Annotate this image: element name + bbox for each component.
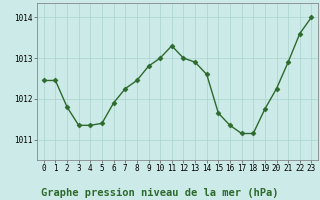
Text: Graphe pression niveau de la mer (hPa): Graphe pression niveau de la mer (hPa) (41, 188, 279, 198)
